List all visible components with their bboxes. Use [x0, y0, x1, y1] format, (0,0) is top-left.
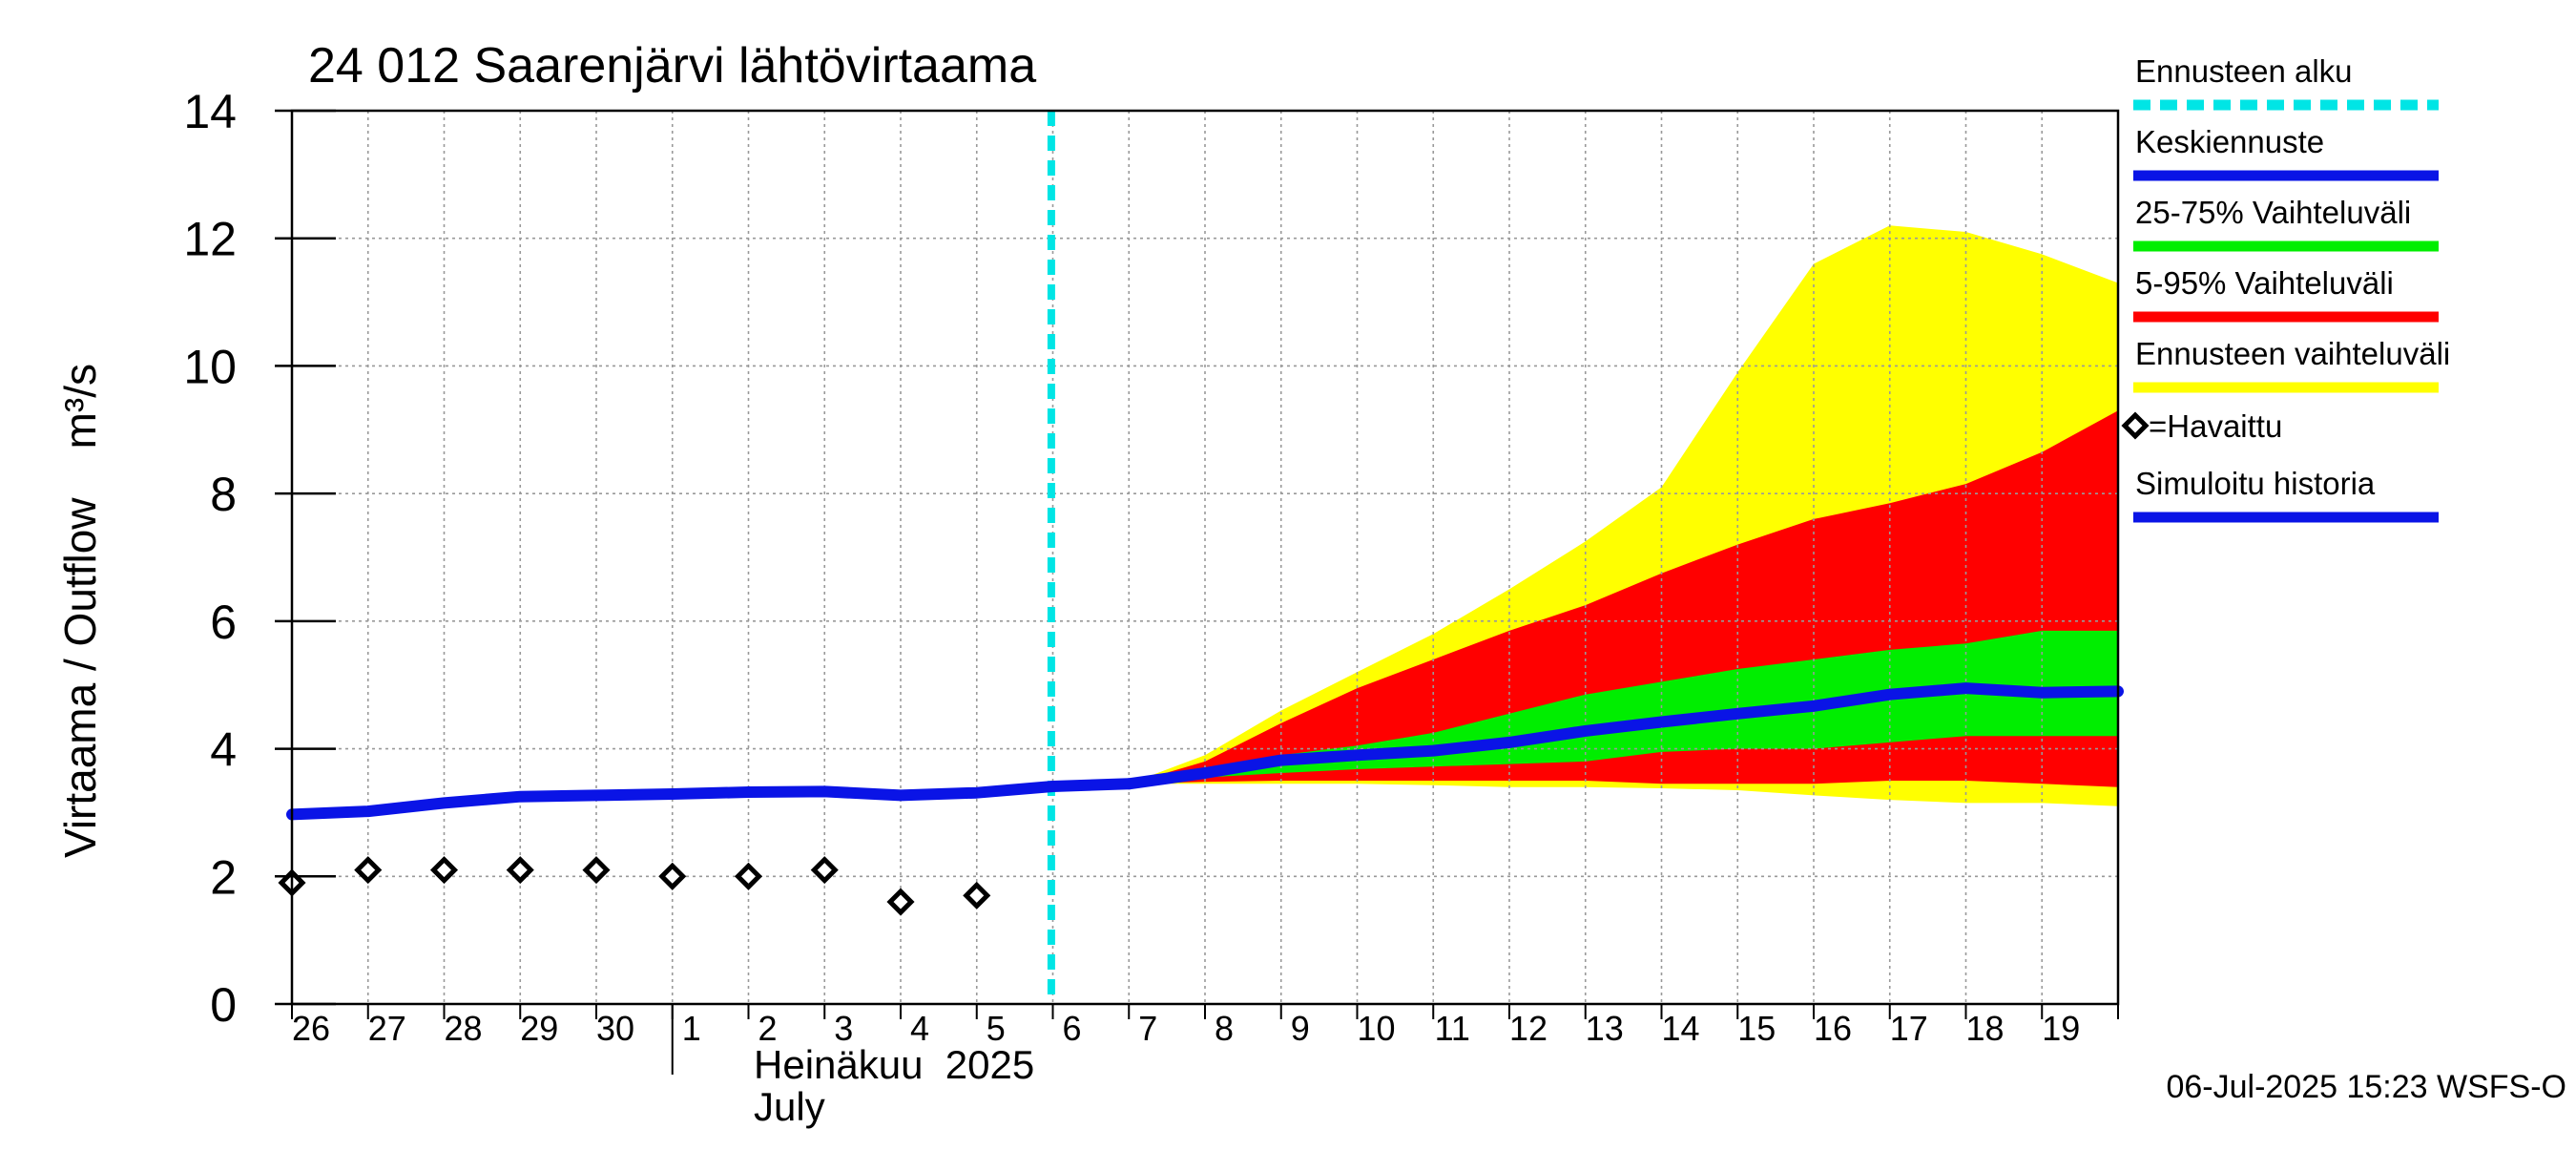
x-tick-label: 12	[1509, 1009, 1548, 1048]
y-tick-label: 14	[183, 85, 237, 138]
x-tick-label: 26	[292, 1009, 330, 1048]
simulated-history-line	[286, 778, 1135, 821]
observed-point	[734, 862, 763, 890]
x-tick-label: 13	[1586, 1009, 1624, 1048]
observed-point	[582, 856, 611, 885]
p25-75-band	[1129, 630, 2118, 784]
observed-point	[886, 888, 915, 916]
x-tick-label: 19	[2042, 1009, 2080, 1048]
x-tick-label: 4	[910, 1009, 929, 1048]
legend-observed-marker	[2121, 411, 2150, 440]
legend-label: =Havaittu	[2149, 408, 2282, 444]
x-tick-label: 8	[1215, 1009, 1234, 1048]
x-tick-label: 27	[368, 1009, 406, 1048]
month-label-en: July	[754, 1084, 825, 1129]
timestamp: 06-Jul-2025 15:23 WSFS-O	[2166, 1069, 2566, 1105]
median-forecast-line	[1123, 682, 2124, 790]
chart-title: 24 012 Saarenjärvi lähtövirtaama	[308, 38, 1036, 94]
legend-label: Ennusteen alku	[2135, 53, 2353, 89]
observed-point	[354, 856, 383, 885]
x-tick-label: 18	[1965, 1009, 2004, 1048]
observed-point	[506, 856, 534, 885]
x-tick-label: 2	[758, 1009, 777, 1048]
y-tick-label: 2	[210, 850, 237, 904]
legend-label: Simuloitu historia	[2135, 466, 2376, 501]
y-tick-label: 8	[210, 468, 237, 521]
x-tick-label: 1	[682, 1009, 701, 1048]
x-tick-label: 17	[1890, 1009, 1928, 1048]
x-tick-label: 5	[987, 1009, 1006, 1048]
x-tick-label: 14	[1661, 1009, 1699, 1048]
y-tick-label: 0	[210, 978, 237, 1032]
y-tick-label: 6	[210, 596, 237, 649]
legend-label: Ennusteen vaihteluväli	[2135, 336, 2450, 371]
legend-label: 25-75% Vaihteluväli	[2135, 195, 2411, 230]
observed-point	[429, 856, 459, 885]
x-tick-label: 28	[444, 1009, 482, 1048]
observed-point	[963, 881, 991, 910]
legend-label: Keskiennuste	[2135, 124, 2324, 159]
x-tick-label: 11	[1435, 1009, 1470, 1048]
x-tick-label: 6	[1062, 1009, 1081, 1048]
y-tick-label: 4	[210, 723, 237, 777]
x-tick-label: 3	[834, 1009, 853, 1048]
x-tick-label: 9	[1291, 1009, 1310, 1048]
x-tick-label: 10	[1357, 1009, 1395, 1048]
y-tick-label: 10	[183, 340, 237, 393]
x-tick-label: 7	[1138, 1009, 1157, 1048]
observed-point	[658, 862, 687, 890]
y-axis-label: Virtaama / Outflow m³/s	[55, 364, 105, 858]
observed-point	[810, 856, 839, 885]
month-label-fi: Heinäkuu 2025	[754, 1042, 1034, 1087]
x-tick-label: 29	[520, 1009, 558, 1048]
x-tick-label: 30	[596, 1009, 634, 1048]
legend-label: 5-95% Vaihteluväli	[2135, 265, 2394, 301]
x-tick-label: 15	[1737, 1009, 1776, 1048]
y-tick-label: 12	[183, 213, 237, 266]
x-tick-label: 16	[1814, 1009, 1852, 1048]
